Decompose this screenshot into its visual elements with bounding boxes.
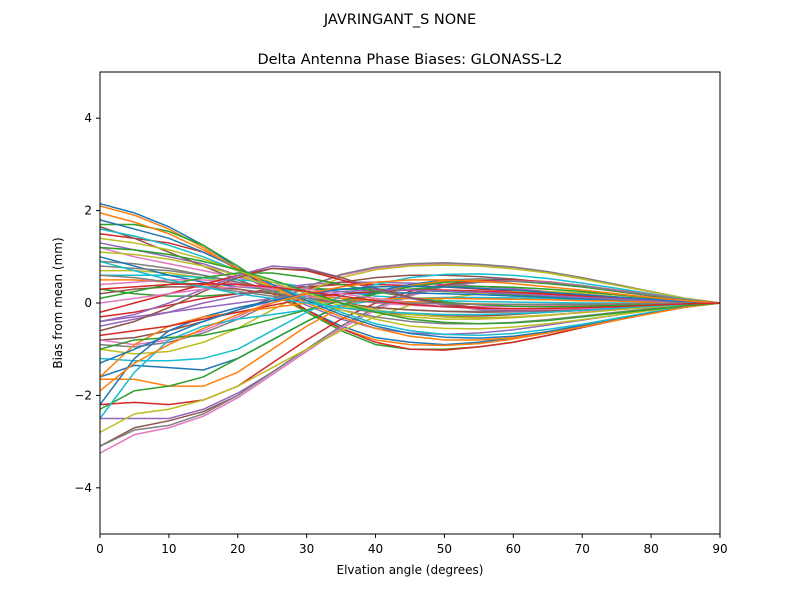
series-line-33 <box>99 285 721 350</box>
x-tick-label: 30 <box>299 542 314 556</box>
y-axis-label: Bias from mean (mm) <box>51 237 65 368</box>
series-line-20 <box>99 273 721 362</box>
series-line-18 <box>99 262 721 348</box>
series-line-49 <box>99 237 721 319</box>
x-tick-label: 90 <box>712 542 727 556</box>
x-tick-label: 0 <box>96 542 104 556</box>
x-axis-label: Elvation angle (degrees) <box>337 563 484 577</box>
y-tick-label: 0 <box>84 296 92 310</box>
x-tick-label: 20 <box>230 542 245 556</box>
x-axis: 0 10 20 30 40 50 60 70 80 90 <box>96 534 728 556</box>
y-tick-label: 2 <box>84 204 92 218</box>
series-layer <box>99 202 721 454</box>
series-line-51 <box>99 285 721 364</box>
x-tick-label: 60 <box>506 542 521 556</box>
x-tick-label: 80 <box>643 542 658 556</box>
series-line-38 <box>99 265 721 325</box>
x-tick-label: 70 <box>575 542 590 556</box>
figure-suptitle: JAVRINGANT_S NONE <box>323 12 476 28</box>
series-line-30 <box>99 296 721 419</box>
y-tick-label: 4 <box>84 111 92 125</box>
series-line-28 <box>99 280 721 447</box>
series-line-53 <box>99 246 721 325</box>
series-line-35 <box>99 289 721 323</box>
x-tick-label: 50 <box>437 542 452 556</box>
series-line-39 <box>99 251 721 330</box>
chart-title: Delta Antenna Phase Biases: GLONASS-L2 <box>257 52 562 68</box>
series-line-19 <box>99 264 721 355</box>
series-line-42 <box>99 212 721 341</box>
y-tick-label: −2 <box>74 388 92 402</box>
series-line-40 <box>99 228 721 337</box>
series-line-50 <box>99 260 721 316</box>
series-line-54 <box>99 282 721 310</box>
y-axis: −4 −2 0 2 4 <box>74 111 100 495</box>
y-tick-label: −4 <box>74 481 92 495</box>
x-tick-label: 40 <box>368 542 383 556</box>
series-line-52 <box>99 279 721 392</box>
x-tick-label: 10 <box>161 542 176 556</box>
